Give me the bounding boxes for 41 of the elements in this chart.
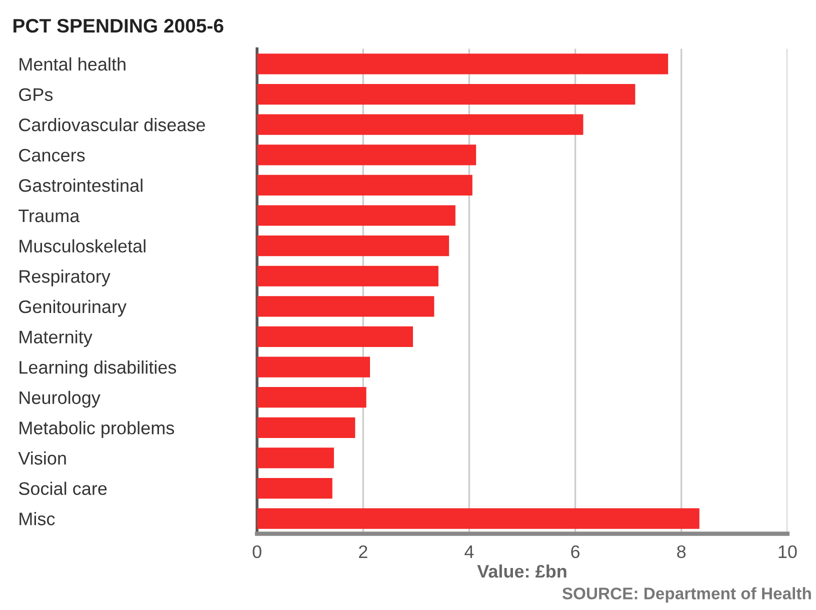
x-tick-label: 4 (464, 546, 474, 558)
x-tick-label: 6 (571, 545, 580, 558)
bar (257, 114, 584, 135)
chart-title: PCT SPENDING 2005-6 (14, 18, 224, 33)
bar (257, 508, 700, 529)
y-tick-label: Learning disabilities (20, 360, 176, 378)
x-tick-label: 10 (778, 545, 797, 558)
y-tick-label: Cardiovascular disease (19, 118, 206, 132)
y-tick-label: Neurology (20, 390, 100, 408)
y-tick-label: Mental health (20, 57, 126, 71)
y-tick-label: Vision (18, 451, 66, 465)
y-tick-label: Misc (20, 512, 55, 526)
bar (257, 174, 472, 196)
x-axis-title: Value: £bn (477, 564, 566, 578)
y-tick-label: Gastrointestinal (19, 178, 142, 192)
y-tick-label: Musculoskeletal (20, 239, 146, 253)
source-note: SOURCE: Department of Health (562, 587, 811, 603)
y-tick-label: Respiratory (20, 270, 110, 286)
bar (257, 356, 370, 378)
y-tick-label: Genitourinary (19, 300, 127, 317)
bar (257, 448, 334, 468)
bar (257, 417, 356, 438)
bar (257, 144, 476, 166)
y-tick-label: Metabolic problems (20, 421, 174, 438)
bar (257, 478, 332, 499)
bar (257, 205, 456, 226)
x-tick-label: 2 (359, 545, 368, 558)
bar (257, 387, 366, 408)
bar (257, 84, 636, 105)
bar (257, 296, 434, 317)
y-tick-label: Maternity (20, 330, 92, 348)
y-tick-label: Social care (18, 482, 107, 496)
bar (257, 326, 413, 348)
x-tick-label: 8 (677, 545, 686, 558)
bar (257, 54, 668, 74)
x-tick-label: 0 (252, 545, 262, 558)
y-tick-label: GPs (19, 88, 53, 101)
y-tick-label: Trauma (18, 210, 80, 222)
bar (257, 236, 450, 256)
y-tick-label: Cancers (19, 148, 85, 162)
bar (257, 266, 438, 286)
